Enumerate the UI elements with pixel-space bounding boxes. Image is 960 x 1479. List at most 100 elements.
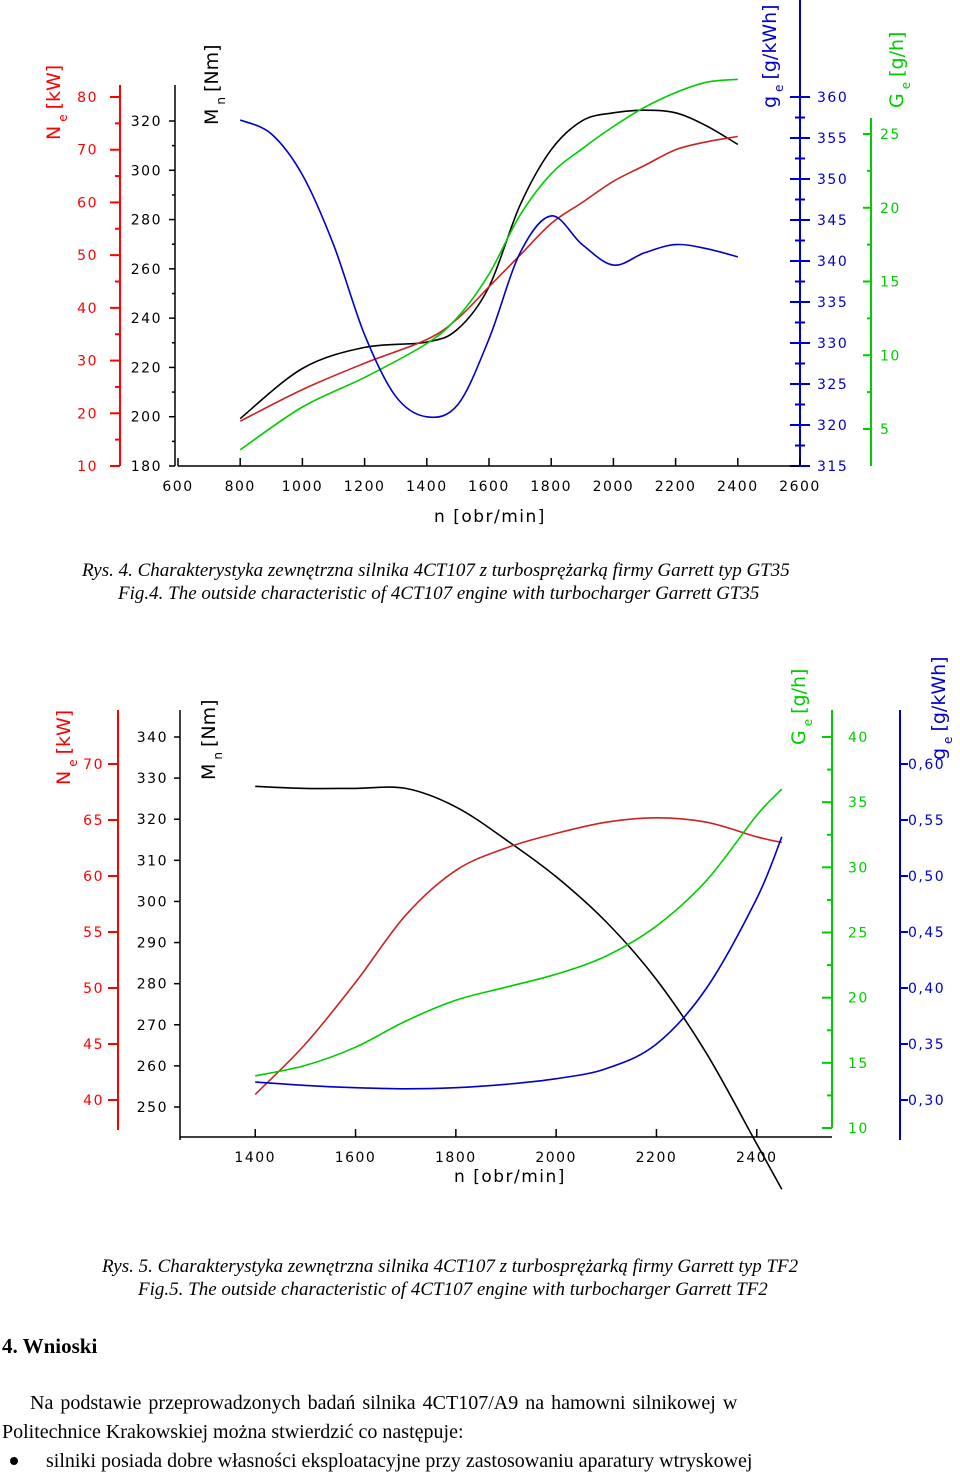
figure-1-caption-en: Fig.4. The outside characteristic of 4CT… [118,583,760,604]
mn-curve [239,109,739,420]
tick-label: 330 [817,336,848,352]
tick-label: 45 [83,1037,104,1053]
mn-axis: 250 260 270 280 290 300 310 320 330 340 [137,710,181,1140]
mn-curve [255,785,783,1190]
tick-label: 0,35 [908,1037,945,1053]
tick-label: 60 [83,869,104,885]
tick-label: 65 [83,813,104,829]
ne-curve [239,135,738,422]
tick-label: 40 [83,1093,104,1109]
tick-label: 0,50 [908,869,945,885]
tick-label: 25 [880,127,901,143]
ne-axis-title: Ne[kW] [53,710,80,785]
tick-label: 280 [131,213,162,229]
tick-label: 330 [137,771,168,787]
x-axis-title: n [obr/min] [454,1167,566,1187]
tick-label: 180 [131,459,162,475]
tick-label: 20 [848,991,869,1007]
tick-label: 315 [817,459,848,475]
x-tick-label: 2200 [655,479,697,495]
Ge-axis: 5 10 15 20 25 [863,118,901,466]
tick-label: 300 [137,894,168,910]
tick-label: 0,40 [908,981,945,997]
tick-label: 15 [880,275,901,291]
tick-label: 15 [848,1056,869,1072]
bullet-text: silniki posiada dobre własności eksploat… [46,1450,753,1472]
x-tick-label: 1800 [530,479,572,495]
tick-label: 0,60 [908,757,945,773]
ge-axis: 315 320 325 330 335 340 345 350 355 360 [790,0,848,475]
tick-label: 270 [137,1018,168,1034]
tick-label: 25 [848,926,869,942]
tick-label: 345 [817,213,848,229]
ne-axis: 40 45 50 55 60 65 70 [83,710,119,1130]
tick-label: 0,55 [908,813,945,829]
curves [254,785,783,1190]
x-tick-label: 600 [162,479,193,495]
x-tick-label: 2200 [636,1150,678,1166]
tick-label: 300 [131,163,162,179]
tick-label: 10 [880,348,901,364]
Ge-curve [255,788,783,1077]
tick-label: 350 [817,172,848,188]
figure-1-chart: 10 20 30 40 50 60 70 80 180 200 220 240 260 280 300 32… [43,0,913,527]
tick-label: 0,30 [908,1093,945,1109]
tick-label: 5 [880,422,890,438]
tick-label: 70 [77,143,98,159]
tick-label: 55 [83,925,104,941]
tick-label: 20 [77,406,98,422]
x-tick-label: 2000 [535,1150,577,1166]
tick-label: 340 [817,254,848,270]
tick-label: 10 [77,459,98,475]
tick-label: 335 [817,295,848,311]
Ge-axis: 10 15 20 25 30 35 40 [822,710,869,1137]
tick-label: 325 [817,377,848,393]
Ge-curve [239,78,738,451]
x-tick-label: 1400 [234,1150,276,1166]
x-tick-label: 1200 [344,479,386,495]
ne-axis-title: Ne[kW] [43,65,70,140]
tick-label: 260 [131,262,162,278]
x-tick-label: 2400 [717,479,759,495]
x-tick-label: 1600 [468,479,510,495]
mn-axis-title: Mn[Nm] [201,44,228,125]
tick-label: 355 [817,131,848,147]
ge-axis-title: ge[g/kWh] [928,656,955,760]
x-tick-label: 1000 [282,479,324,495]
tick-label: 40 [77,301,98,317]
x-tick-label: 2400 [736,1150,778,1166]
figure-2-caption-pl: Rys. 5. Charakterystyka zewnętrzna silni… [102,1256,799,1277]
bullet-item: silniki posiada dobre własności eksploat… [2,1450,752,1473]
x-tick-label: 1400 [406,479,448,495]
ge-curve [239,119,739,419]
x-tick-label: 2600 [779,479,821,495]
Ge-axis-title: Ge[g/h] [886,32,913,108]
ne-curve [254,816,782,1095]
tick-label: 260 [137,1059,168,1075]
ne-axis: 10 20 30 40 50 60 70 80 [77,85,121,475]
tick-label: 70 [83,757,104,773]
x-tick-label: 1600 [335,1150,377,1166]
tick-label: 40 [848,730,869,746]
paragraph-line-1: Na podstawie przeprowadzonych badań siln… [30,1392,738,1414]
tick-label: 320 [817,418,848,434]
tick-label: 60 [77,195,98,211]
tick-label: 200 [131,410,162,426]
figure-1-caption-pl: Rys. 4. Charakterystyka zewnętrzna silni… [82,560,790,581]
tick-label: 0,45 [908,925,945,941]
tick-label: 280 [137,977,168,993]
tick-label: 80 [77,90,98,106]
tick-label: 320 [131,114,162,130]
tick-label: 290 [137,936,168,952]
bullet-icon [10,1457,18,1466]
paragraph-line-2: Politechnice Krakowskiej można stwierdzi… [2,1421,464,1443]
tick-label: 220 [131,360,162,376]
ge-curve [255,836,783,1090]
figure-2-chart: 40 45 50 55 60 65 70 250 260 270 280 290 300 310 320 3… [53,656,955,1190]
tick-label: 320 [137,812,168,828]
figure-2-caption-en: Fig.5. The outside characteristic of 4CT… [138,1279,768,1300]
x-axis: 1400 1600 1800 2000 2200 2400 [180,1129,832,1166]
curves [239,78,739,451]
section-heading: 4. Wnioski [2,1334,98,1358]
mn-axis-title: Mn[Nm] [198,699,225,780]
